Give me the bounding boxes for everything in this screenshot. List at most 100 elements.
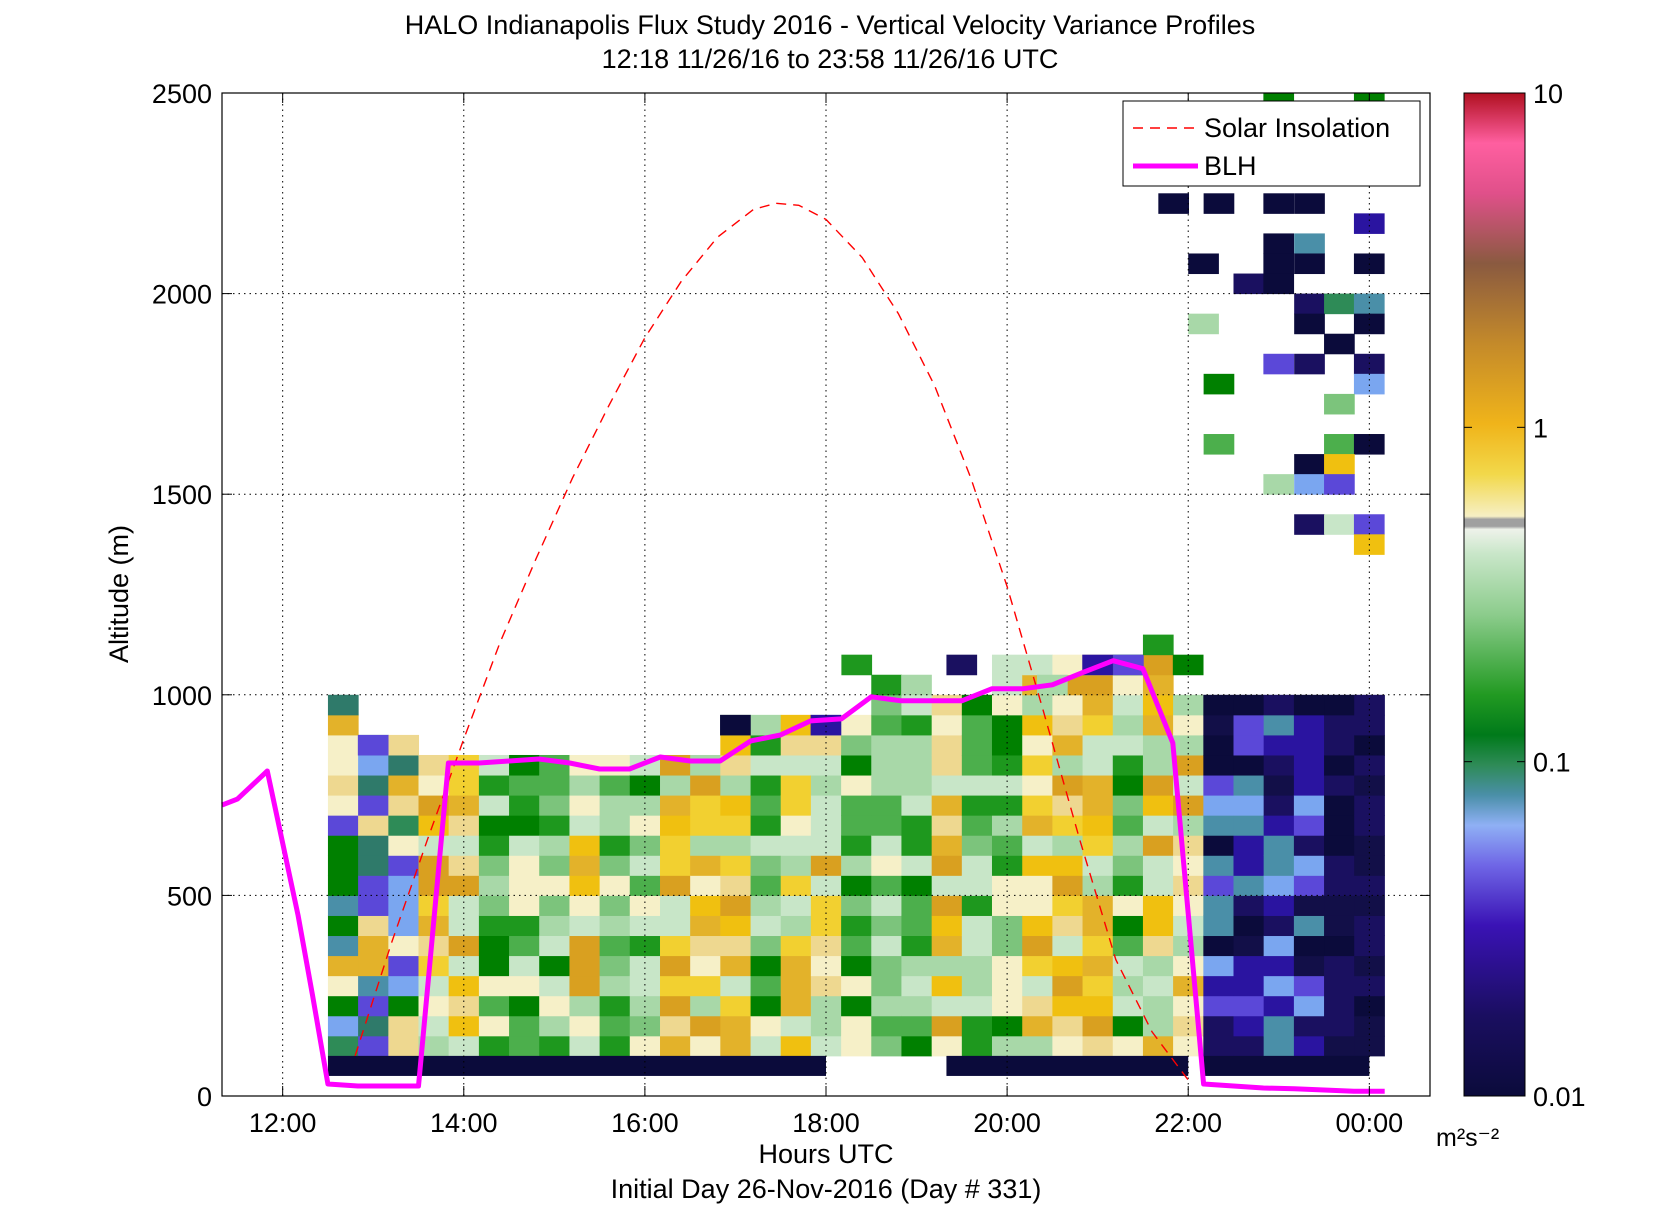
heatmap-cell (690, 835, 721, 856)
heatmap-cell (599, 775, 631, 796)
heatmap-cell (448, 995, 480, 1017)
heatmap-cell (569, 975, 601, 997)
heatmap-cell (901, 855, 933, 876)
heatmap-cell (1353, 213, 1385, 234)
heatmap-cell (1052, 835, 1084, 856)
heatmap-cell (1293, 754, 1325, 776)
heatmap-cell (871, 875, 902, 896)
plot-area: 12:00 14:00 16:00 18:00 20:00 22:00 00:00 0 500 1… (152, 79, 1431, 1138)
heatmap-cell (1294, 233, 1325, 254)
heatmap-cell (539, 915, 570, 937)
heatmap-cell (991, 734, 1023, 756)
y-axis-label: Altitude (m) (104, 525, 134, 663)
heatmap-cell (1324, 754, 1355, 776)
heatmap-cell (750, 775, 782, 796)
heatmap-cell (629, 995, 661, 1017)
heatmap-cell (1142, 1035, 1174, 1057)
heatmap-cell (509, 815, 540, 836)
heatmap-cell (961, 714, 993, 736)
heatmap-cell (1142, 1015, 1174, 1037)
heatmap-cell (1052, 734, 1084, 756)
heatmap-cell (871, 815, 902, 836)
heatmap-cell (418, 975, 450, 997)
heatmap-cell (1173, 775, 1204, 796)
heatmap-cell (358, 935, 389, 957)
heatmap-cell (871, 915, 902, 937)
heatmap-cell (1354, 975, 1385, 997)
colorbar-gradient (1463, 92, 1526, 1097)
heatmap-cell (810, 1035, 842, 1057)
heatmap-cell (1263, 233, 1295, 254)
heatmap-cell (1203, 935, 1235, 957)
heatmap-cell (1294, 514, 1325, 535)
heatmap-cell (539, 835, 570, 856)
heatmap-cell (1082, 975, 1114, 997)
heatmap-cell (1142, 734, 1174, 756)
heatmap-cell (901, 1015, 933, 1037)
heatmap-cell (327, 775, 359, 796)
heatmap-cell (358, 815, 389, 836)
heatmap-cell (1324, 1035, 1355, 1057)
heatmap-cell (961, 855, 993, 876)
heatmap-cell (1052, 1035, 1084, 1057)
heatmap-cell (388, 1035, 420, 1057)
heatmap-cell (931, 815, 963, 836)
heatmap-cell (1112, 835, 1144, 856)
heatmap-cell (961, 835, 993, 856)
heatmap-cell (1263, 734, 1295, 756)
heatmap-cell (1324, 795, 1355, 816)
heatmap-cell (871, 674, 902, 696)
heatmap-cell (327, 694, 359, 716)
heatmap-cell (599, 1015, 631, 1037)
y-tick-label: 0 (197, 1082, 212, 1112)
heatmap-cell (1158, 193, 1190, 214)
heatmap-cell (931, 775, 963, 796)
x-tick-label: 20:00 (973, 1108, 1041, 1138)
heatmap-cell (1263, 775, 1295, 796)
heatmap-cell (1353, 373, 1385, 395)
heatmap-cell (327, 915, 359, 937)
heatmap-cell (901, 895, 933, 916)
heatmap-cell (750, 975, 782, 997)
heatmap-cell (629, 835, 661, 856)
heatmap-cell (1293, 1035, 1325, 1057)
heatmap-cell (841, 935, 872, 957)
heatmap-cell (991, 674, 1023, 696)
heatmap-cell (539, 855, 570, 876)
heatmap-cell (1293, 855, 1325, 876)
legend-blh-label: BLH (1204, 151, 1257, 181)
heatmap-cell (509, 1035, 540, 1057)
heatmap-cell (780, 815, 812, 836)
heatmap-cell (539, 955, 570, 977)
heatmap-cell (1233, 795, 1265, 816)
heatmap-cell (750, 995, 782, 1017)
heatmap-cell (599, 915, 631, 937)
heatmap-cell (1022, 714, 1053, 736)
heatmap-cell (1022, 995, 1053, 1017)
heatmap-cell (1324, 474, 1355, 495)
heatmap-cell (780, 734, 812, 756)
heatmap-cell (358, 855, 389, 876)
heatmap-cell (901, 915, 933, 937)
heatmap-cell (1233, 694, 1265, 716)
heatmap-cell (841, 734, 872, 756)
heatmap-cell (418, 754, 450, 776)
heatmap-cell (1082, 674, 1114, 696)
heatmap-cell (991, 895, 1023, 916)
heatmap-cell (1294, 313, 1325, 335)
heatmap-cell (1082, 754, 1114, 776)
heatmap-cell (991, 694, 1023, 716)
heatmap-cell (991, 855, 1023, 876)
heatmap-cell (961, 1015, 993, 1037)
heatmap-cell (961, 734, 993, 756)
heatmap-cell (1082, 694, 1114, 716)
heatmap-cell (1233, 714, 1265, 736)
heatmap-cell (418, 1035, 450, 1057)
heatmap-cell (1203, 714, 1235, 736)
heatmap-cell (810, 734, 842, 756)
heatmap-cell (509, 955, 540, 977)
colorbar-tick-label: 0.01 (1533, 1082, 1586, 1112)
heatmap-cell (1233, 975, 1265, 997)
heatmap-cell (1324, 875, 1355, 896)
heatmap-cell (660, 975, 691, 997)
